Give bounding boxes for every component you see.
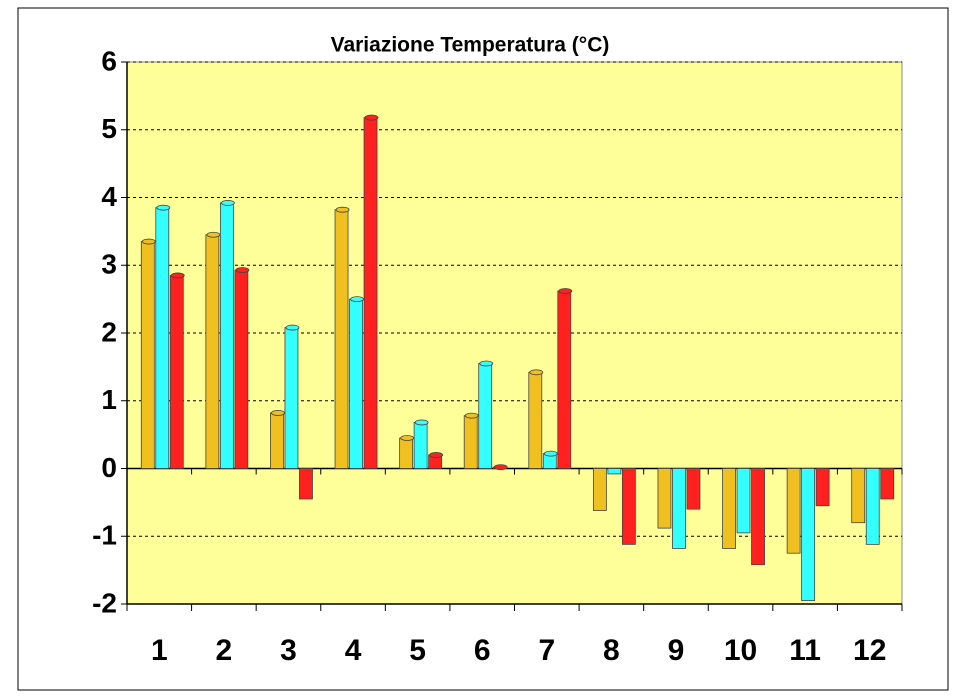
x-tick-label: 4: [345, 634, 362, 667]
bar-cap: [558, 288, 573, 294]
bar-cap: [464, 412, 479, 419]
bar: [592, 468, 607, 511]
plot-area: [126, 61, 903, 605]
y-tick-label: 5: [101, 113, 117, 144]
x-tick-label: 9: [668, 634, 685, 667]
y-tick-label: 4: [101, 181, 117, 212]
bar: [349, 298, 363, 469]
bar: [657, 468, 672, 529]
bar: [528, 371, 543, 469]
y-tick-label: -1: [92, 520, 117, 551]
x-tick-label: 1: [151, 634, 168, 667]
bar-cap: [493, 464, 508, 471]
bar-cap: [429, 452, 444, 458]
bar: [413, 422, 428, 469]
bar: [736, 468, 751, 534]
bar-cap: [141, 238, 156, 245]
bar: [865, 468, 880, 545]
y-tick-label: 0: [101, 452, 117, 483]
bar: [284, 327, 299, 469]
bar-cap: [350, 296, 364, 303]
bar: [219, 202, 234, 469]
bar: [672, 468, 686, 549]
bar: [607, 468, 622, 475]
bar-cap: [235, 267, 250, 273]
y-tick-label: -2: [92, 587, 117, 618]
bar: [851, 468, 866, 524]
bar: [270, 412, 284, 469]
bar: [786, 468, 801, 554]
x-tick-label: 10: [724, 634, 757, 667]
bar-cap: [414, 419, 429, 426]
bar: [621, 468, 636, 545]
bar: [478, 363, 493, 469]
bar-cap: [364, 114, 379, 121]
x-tick-label: 12: [853, 634, 886, 667]
bar: [751, 468, 765, 566]
x-tick-label: 3: [280, 634, 297, 667]
y-tick-label: 3: [101, 249, 117, 280]
bar-cap: [335, 206, 350, 213]
bar: [155, 207, 170, 469]
x-tick-label: 11: [789, 634, 821, 667]
bar: [686, 468, 701, 510]
bar: [722, 468, 736, 549]
bar: [463, 415, 478, 469]
bar: [234, 269, 249, 469]
bar: [399, 437, 414, 469]
bar: [801, 468, 816, 602]
bar: [557, 290, 572, 469]
x-tick-label: 7: [538, 634, 555, 667]
bar-cap: [156, 204, 171, 211]
bar: [363, 117, 378, 469]
bar-cap: [479, 360, 494, 367]
bar: [815, 468, 830, 507]
bar: [140, 241, 155, 469]
bar-cap: [400, 435, 415, 441]
bar: [334, 209, 349, 469]
x-tick-label: 2: [216, 634, 233, 667]
bar-cap: [543, 450, 558, 457]
bar-cap: [206, 231, 221, 238]
y-tick-label: 1: [101, 384, 117, 415]
bar-cap: [170, 272, 185, 279]
bar-cap: [220, 200, 235, 206]
chart-title: Variazione Temperatura (°C): [331, 34, 610, 57]
bar: [169, 275, 184, 469]
y-tick-label: 2: [101, 316, 117, 347]
x-tick-label: 6: [474, 634, 491, 667]
bar: [299, 468, 313, 500]
bar-cap: [271, 410, 285, 416]
bar: [880, 468, 895, 500]
bar-cap: [529, 369, 544, 376]
bar-cap: [285, 324, 300, 331]
x-tick-label: 8: [603, 634, 620, 667]
x-tick-label: 5: [409, 634, 426, 667]
y-tick-label: 6: [101, 45, 117, 76]
bar: [205, 234, 220, 469]
